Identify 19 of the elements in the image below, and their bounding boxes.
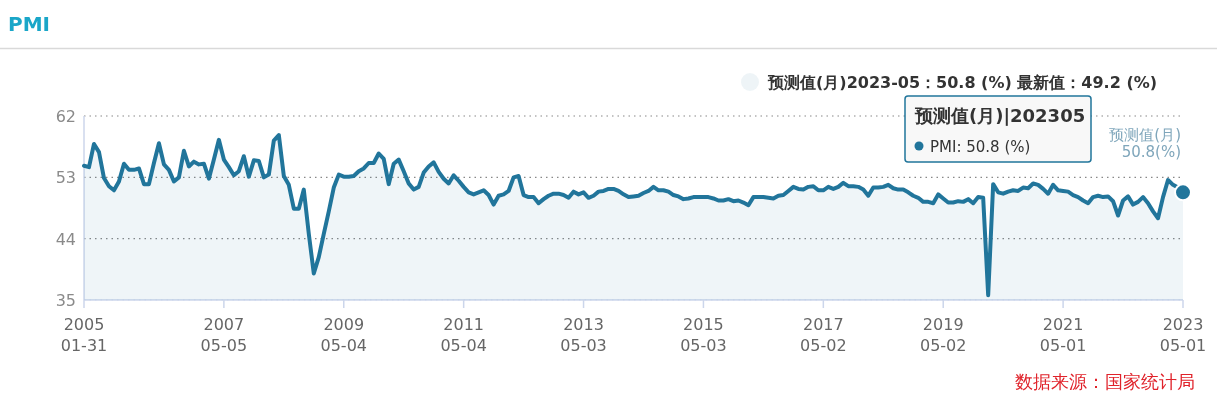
x-tick-label: 2015 05-03: [680, 315, 727, 355]
chart-title: PMI: [8, 12, 51, 36]
x-tick-label: 2023 05-01: [1159, 315, 1207, 355]
annotation: 预测值(月)|202305 PMI: 50.8 (%): [914, 105, 1086, 156]
source-note: 数据来源：国家统计局: [1015, 371, 1195, 392]
x-tick-label: 2019 05-02: [919, 315, 967, 355]
annotation: 预测值(月) 50.8(%): [1109, 126, 1181, 162]
x-tick-label: 2005 01-31: [60, 315, 108, 355]
y-tick-label: 53: [55, 168, 76, 188]
text: 预测值(月)2023-05：50.8 (%) 最新值：49.2 (%): [767, 73, 1158, 92]
x-tick-label: 2011 05-04: [440, 315, 487, 355]
x-tick-label: 2009 05-04: [320, 315, 368, 355]
x-tick-label: 2013 05-03: [560, 315, 607, 355]
x-tick-label: 2021 05-01: [1039, 315, 1087, 355]
x-tick-label: 2007 05-05: [200, 315, 248, 355]
y-tick-label: 62: [55, 107, 76, 126]
y-tick-label: 35: [55, 291, 76, 310]
x-tick-label: 2017 05-02: [800, 315, 847, 355]
y-tick-label: 44: [55, 229, 76, 249]
